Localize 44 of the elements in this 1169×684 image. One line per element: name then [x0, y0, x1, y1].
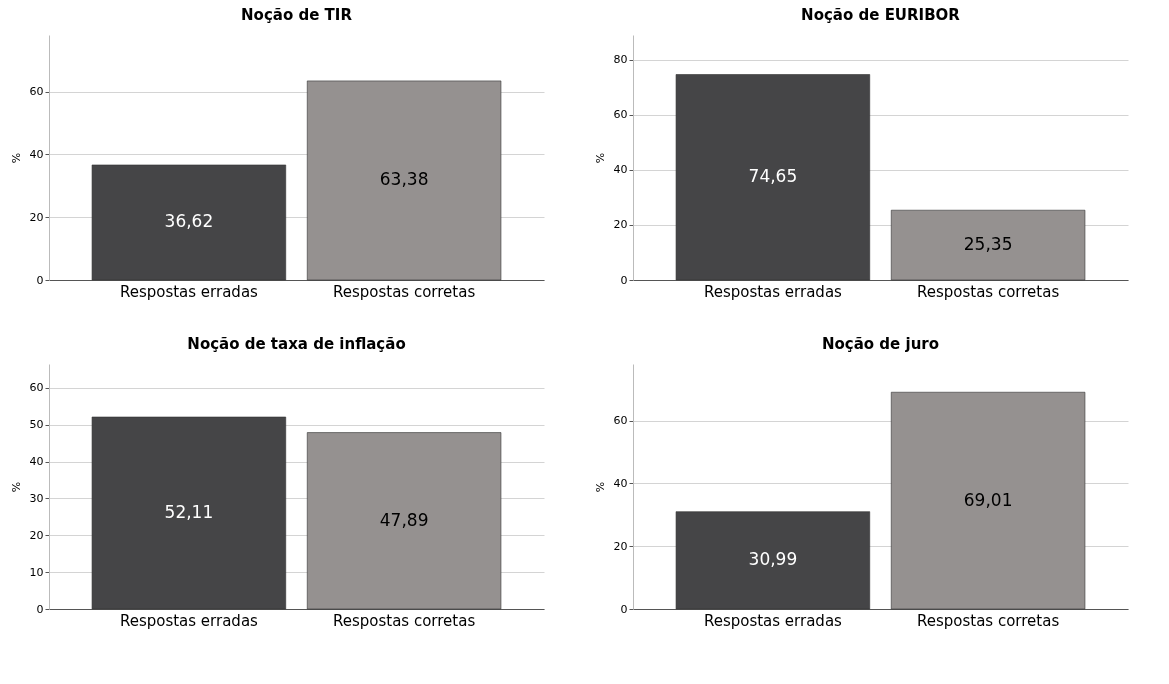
x-tick-label: Respostas corretas [332, 611, 476, 630]
y-tick-label: 40 [613, 476, 628, 490]
y-tick-label: 0 [36, 602, 44, 616]
data-label: 69,01 [963, 489, 1013, 510]
data-label: 47,89 [379, 509, 429, 530]
y-tick-label: 60 [29, 381, 44, 395]
chart-title: Noção de juro [821, 335, 940, 353]
y-tick-label: 40 [29, 455, 44, 469]
x-tick-label: Respostas corretas [332, 282, 476, 301]
y-axis-title: % [593, 152, 607, 164]
y-tick-label: 20 [29, 210, 44, 224]
x-tick-label: Respostas erradas [703, 611, 843, 630]
y-tick-label: 60 [613, 108, 628, 122]
y-tick-label: 0 [620, 602, 628, 616]
data-label: 74,65 [748, 166, 798, 187]
y-tick-label: 60 [613, 414, 628, 428]
x-tick-label: Respostas corretas [916, 282, 1060, 301]
y-tick-label: 20 [613, 218, 628, 232]
y-tick-label: 0 [620, 273, 628, 287]
chart-title: Noção de TIR [241, 6, 353, 24]
x-tick-label: Respostas erradas [703, 282, 843, 301]
y-tick-label: 50 [29, 418, 44, 432]
data-label: 25,35 [963, 234, 1013, 255]
y-tick-label: 10 [29, 565, 44, 579]
x-tick-label: Respostas corretas [916, 611, 1060, 630]
y-axis-title: % [9, 481, 23, 493]
data-label: 30,99 [748, 549, 798, 570]
y-axis-title: % [593, 481, 607, 493]
y-tick-label: 30 [29, 491, 44, 505]
chart-title: Noção de EURIBOR [801, 6, 961, 24]
y-tick-label: 0 [36, 273, 44, 287]
y-tick-label: 60 [29, 85, 44, 99]
y-tick-label: 80 [613, 53, 628, 67]
y-tick-label: 20 [613, 539, 628, 553]
y-tick-label: 40 [29, 147, 44, 161]
y-tick-label: 40 [613, 163, 628, 177]
x-tick-label: Respostas erradas [119, 282, 259, 301]
y-axis-title: % [9, 152, 23, 164]
data-label: 63,38 [379, 169, 429, 190]
chart-title: Noção de taxa de inflação [187, 335, 406, 353]
x-tick-label: Respostas erradas [119, 611, 259, 630]
y-tick-label: 20 [29, 528, 44, 542]
data-label: 52,11 [164, 502, 214, 523]
data-label: 36,62 [164, 211, 214, 232]
